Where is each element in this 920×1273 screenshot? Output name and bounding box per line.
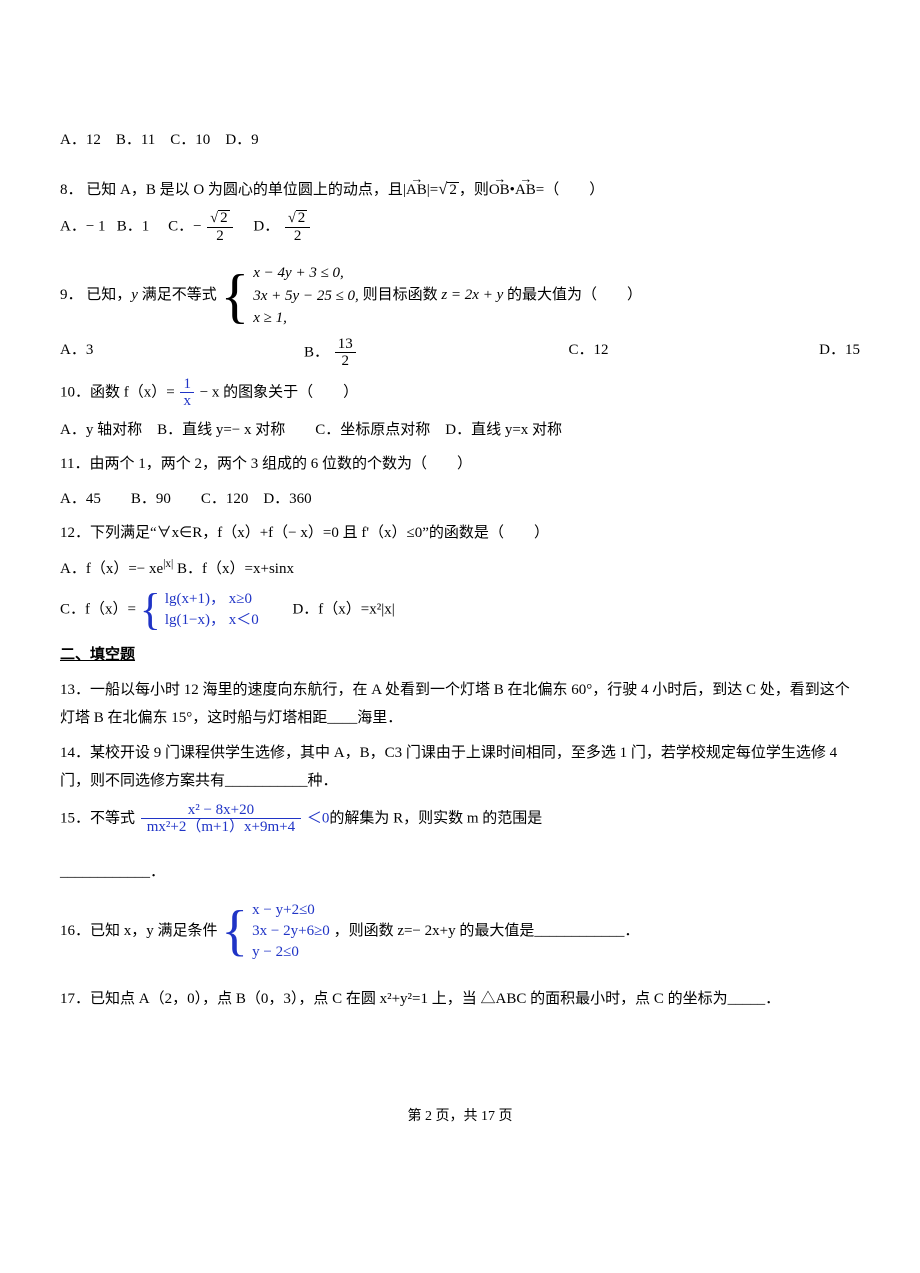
q13: 13．一船以每小时 12 海里的速度向东航行，在 A 处看到一个灯塔 B 在北偏… <box>60 676 860 733</box>
q10-frac: 1 x <box>180 376 194 410</box>
brace-left-icon: { <box>140 590 161 630</box>
q12-c-pre: C．f（x）= <box>60 602 136 618</box>
q9-c: 则目标函数 <box>363 287 442 303</box>
q8-choices: A．− 1 B．1 C．− √2 2 D． √2 2 <box>60 210 860 244</box>
q15: 15．不等式 x² − 8x+20 mx²+2（m+1）x+9m+4 ＜0的解集… <box>60 802 860 836</box>
q17: 17．已知点 A（2，0），点 B（0，3），点 C 在圆 x²+y²=1 上，… <box>60 985 860 1014</box>
q10-num: 1 <box>180 376 194 394</box>
q10-minus: − x 的图象关于（ ） <box>200 384 358 400</box>
q9-D: D．15 <box>819 336 860 370</box>
q7-c: C．10 <box>170 132 210 148</box>
q8-c-pre: C．− <box>168 219 201 235</box>
q16-l3: y − 2≤0 <box>252 942 330 963</box>
q12-l2: lg(1−x)， x＜0 <box>165 610 259 631</box>
q11: 11．由两个 1，两个 2，两个 3 组成的 6 位数的个数为（ ） <box>60 450 860 479</box>
q8-c-den: 2 <box>207 228 232 245</box>
q14: 14．某校开设 9 门课程供学生选修，其中 A，B，C3 门课由于上课时间相同，… <box>60 739 860 796</box>
q16-l1: x − y+2≤0 <box>252 900 330 921</box>
sqrt2: 2 <box>447 182 459 198</box>
q9-B: B． 13 2 <box>304 336 358 370</box>
q10-den: x <box>180 393 194 410</box>
q9-B-frac: 13 2 <box>335 336 356 370</box>
q15-frac: x² − 8x+20 mx²+2（m+1）x+9m+4 <box>141 802 301 836</box>
q8-d-den: 2 <box>285 228 310 245</box>
q9-B-den: 2 <box>335 353 356 370</box>
vec-ab2: AB <box>515 176 536 205</box>
q9-a: 9． 已知， <box>60 287 131 303</box>
brace-left-icon: { <box>221 906 248 956</box>
q12-brace: { lg(x+1)， x≥0 lg(1−x)， x＜0 <box>140 589 259 631</box>
vec-ob: OB <box>489 176 510 205</box>
brace-left-icon: { <box>220 269 249 323</box>
q7-d: D．9 <box>225 132 258 148</box>
q9-b: 满足不等式 <box>138 287 221 303</box>
q8-stem-b: |= <box>427 182 438 198</box>
q8-d-pre: D． <box>253 219 279 235</box>
section-2-heading: 二、填空题 <box>60 641 860 670</box>
q16-l2: 3x − 2y+6≥0 <box>252 921 330 942</box>
q9-choices: A．3 B． 13 2 C．12 D．15 <box>60 336 860 370</box>
q9-z: z = 2x + y <box>441 287 503 303</box>
q8-a: A．− 1 <box>60 219 106 235</box>
q9-l2: 3x + 5y − 25 ≤ 0, <box>253 285 359 308</box>
q7-choices: A．12 B．11 C．10 D．9 <box>60 126 860 155</box>
q7-b: B．11 <box>116 132 155 148</box>
q9-d: 的最大值为（ ） <box>503 287 642 303</box>
q15-pre: 15．不等式 <box>60 810 135 826</box>
q8-stem-a: 8． 已知 A，B 是以 O 为圆心的单位圆上的动点，且| <box>60 182 406 198</box>
q9-A: A．3 <box>60 336 93 370</box>
q8-d-frac: √2 2 <box>285 210 310 244</box>
q11-choices: A．45 B．90 C．120 D．360 <box>60 485 860 514</box>
q12-d: D．f（x）=x²|x| <box>262 602 394 618</box>
vec-ab: AB <box>406 176 427 205</box>
q16-pre: 16．已知 x，y 满足条件 <box>60 923 221 939</box>
q9: 9． 已知，y 满足不等式 { x − 4y + 3 ≤ 0, 3x + 5y … <box>60 262 860 330</box>
q9-B-num: 13 <box>335 336 356 354</box>
q10-a: 10．函数 f（x）= <box>60 384 175 400</box>
q9-l1: x − 4y + 3 ≤ 0, <box>253 262 359 285</box>
q9-brace: { x − 4y + 3 ≤ 0, 3x + 5y − 25 ≤ 0, x ≥ … <box>220 262 358 330</box>
q9-l3: x ≥ 1, <box>253 307 359 330</box>
q9-C: C．12 <box>568 336 608 370</box>
q15-den: mx²+2（m+1）x+9m+4 <box>141 819 301 836</box>
q16: 16．已知 x，y 满足条件 { x − y+2≤0 3x − 2y+6≥0 y… <box>60 900 860 963</box>
q16-post: ，则函数 z=− 2x+y 的最大值是____________． <box>334 923 640 939</box>
q8-stem-c: ，则 <box>459 182 489 198</box>
q15-num: x² − 8x+20 <box>141 802 301 820</box>
q12-l1: lg(x+1)， x≥0 <box>165 589 259 610</box>
q15-end: ____________． <box>60 858 860 887</box>
q8-stem-d: =（ ） <box>536 182 604 198</box>
page-footer: 第 2 页，共 17 页 <box>60 1104 860 1131</box>
q12-ab: A．f（x）=− xe|x| B．f（x）=x+sinx <box>60 554 860 584</box>
q8-c-num: 2 <box>218 210 230 226</box>
q15-lt: ＜0 <box>307 810 330 826</box>
q8-b: B．1 <box>117 219 150 235</box>
q10: 10．函数 f（x）= 1 x − x 的图象关于（ ） <box>60 376 860 410</box>
q16-brace: { x − y+2≤0 3x − 2y+6≥0 y − 2≤0 <box>221 900 330 963</box>
q9-y: y <box>131 287 138 303</box>
q8: 8． 已知 A，B 是以 O 为圆心的单位圆上的动点，且|AB|=√2，则OB•… <box>60 173 860 205</box>
q7-a: A．12 <box>60 132 101 148</box>
q12: 12．下列满足“∀x∈R，f（x）+f（− x）=0 且 f'（x）≤0”的函数… <box>60 519 860 548</box>
q10-choices: A．y 轴对称 B．直线 y=− x 对称 C．坐标原点对称 D．直线 y=x … <box>60 416 860 445</box>
q12-cd: C．f（x）= { lg(x+1)， x≥0 lg(1−x)， x＜0 D．f（… <box>60 589 860 631</box>
q8-d-num: 2 <box>296 210 308 226</box>
q8-c-frac: √2 2 <box>207 210 232 244</box>
q15-post: 的解集为 R，则实数 m 的范围是 <box>329 810 542 826</box>
q9-B-pre: B． <box>304 344 329 360</box>
